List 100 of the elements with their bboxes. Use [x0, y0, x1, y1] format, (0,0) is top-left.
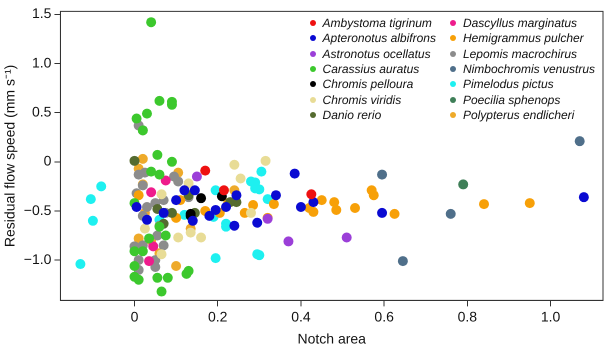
point: [221, 202, 232, 212]
x-tick-label: 0.4: [291, 308, 311, 325]
legend-label: Astronotus ocellatus: [321, 46, 432, 62]
point: [75, 259, 86, 270]
point: [86, 194, 96, 204]
point: [88, 216, 98, 226]
legend-label: Polypterus endlicheri: [462, 107, 576, 122]
point: [146, 17, 156, 28]
y-tick-label: 1.5: [32, 5, 52, 22]
legend-label: Danio rerio: [322, 107, 382, 122]
point: [210, 253, 221, 264]
point: [458, 179, 468, 190]
point: [252, 218, 262, 228]
point: [156, 249, 167, 260]
point: [296, 202, 306, 212]
point: [171, 260, 182, 271]
point: [377, 170, 388, 180]
point: [377, 208, 388, 218]
point: [308, 206, 318, 217]
legend-label: Apteronotus albifrons: [321, 30, 436, 46]
point: [173, 176, 184, 186]
legend-label: Lepomis macrochirus: [462, 46, 578, 62]
y-tick-label: −1.0: [24, 250, 52, 267]
x-tick-label: 0.2: [208, 308, 228, 325]
point: [248, 200, 258, 210]
point: [368, 190, 379, 200]
legend-label: Hemigrammus pulcher: [462, 30, 585, 46]
point: [290, 168, 300, 179]
point: [146, 187, 156, 198]
point: [130, 156, 140, 166]
point: [574, 136, 585, 146]
point: [134, 274, 144, 285]
y-axis-title: Residual flow speed (mm s⁻¹): [1, 64, 18, 248]
y-tick-label: 1.0: [32, 54, 52, 70]
point: [316, 195, 327, 206]
point: [142, 214, 152, 225]
point: [160, 230, 171, 241]
point: [204, 210, 214, 221]
point: [524, 198, 535, 208]
y-tick-label: 0.5: [32, 104, 52, 120]
point: [130, 246, 140, 256]
point: [160, 175, 171, 186]
point: [398, 256, 408, 266]
point: [148, 241, 158, 252]
point: [132, 202, 142, 212]
point: [146, 166, 156, 177]
legend-label: Chromis viridis: [322, 92, 402, 108]
legend-label: Nimbochromis venustrus: [462, 61, 595, 77]
point: [173, 232, 184, 242]
point: [166, 156, 177, 167]
point: [331, 204, 342, 215]
point: [158, 240, 169, 250]
point: [200, 166, 210, 176]
point: [130, 260, 140, 271]
point: [96, 181, 106, 192]
point: [152, 150, 162, 160]
point: [306, 189, 316, 200]
legend-label: Chromis pelloura: [322, 76, 414, 92]
x-tick-label: 0.8: [458, 308, 478, 325]
legend-label: Dascyllus marginatus: [462, 15, 578, 31]
point: [142, 108, 152, 119]
point: [390, 208, 400, 219]
x-tick-label: 1.0: [540, 308, 561, 325]
point: [171, 195, 182, 206]
point: [190, 185, 200, 196]
point: [210, 204, 221, 215]
point: [218, 185, 229, 196]
point: [260, 156, 271, 166]
point: [283, 236, 294, 246]
y-tick-label: 0: [44, 152, 52, 169]
point: [156, 189, 167, 200]
point: [132, 114, 142, 124]
point: [268, 199, 279, 210]
point: [184, 266, 194, 276]
legend-label: Ambystoma tigrinum: [321, 15, 433, 31]
point: [342, 232, 352, 242]
point: [156, 286, 167, 297]
point: [479, 199, 490, 210]
point: [350, 203, 360, 213]
point: [152, 272, 162, 283]
point: [256, 166, 266, 177]
legend-label: Carassius auratus: [322, 61, 420, 77]
point: [192, 172, 202, 182]
point: [229, 160, 240, 170]
point: [188, 216, 198, 226]
x-tick-label: 0: [130, 308, 139, 325]
point: [138, 246, 148, 256]
point: [246, 208, 256, 218]
point: [196, 232, 206, 242]
legend-label: Poecilia sphenops: [462, 92, 562, 108]
point: [138, 154, 148, 164]
point: [162, 272, 173, 283]
legend-label: Pimelodus pictus: [462, 76, 555, 92]
point: [270, 190, 281, 200]
point: [154, 170, 164, 180]
point: [578, 192, 589, 202]
point: [140, 224, 150, 234]
point: [231, 190, 242, 200]
point: [229, 220, 240, 231]
point: [196, 193, 206, 204]
